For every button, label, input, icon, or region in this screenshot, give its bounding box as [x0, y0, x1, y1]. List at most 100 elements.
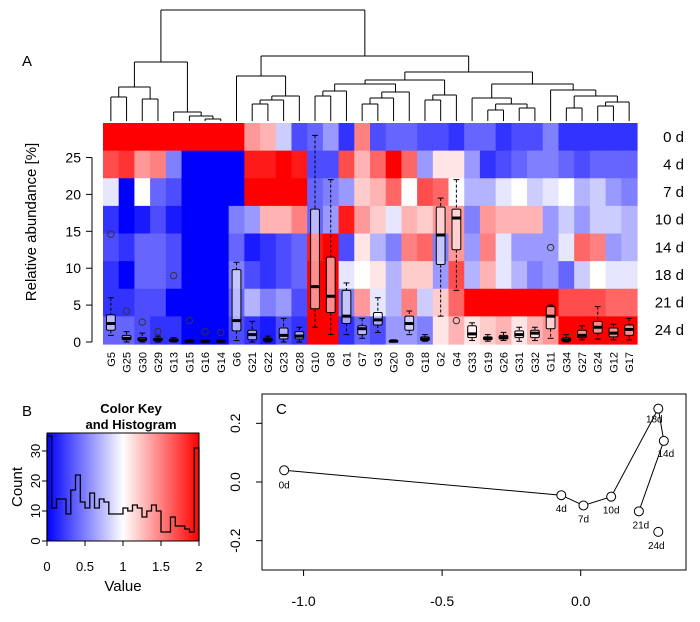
- column-label: G28: [294, 352, 306, 373]
- row-label: 0 d: [663, 129, 684, 146]
- heatmap-cell: [511, 178, 528, 207]
- heatmap-cell: [417, 288, 434, 317]
- heatmap-cell: [354, 123, 371, 152]
- column-label: G14: [216, 352, 228, 373]
- heatmap-cell: [307, 150, 324, 179]
- row-label: 24 d: [655, 322, 684, 339]
- x-tick-label: 0.0: [571, 593, 591, 609]
- heatmap-cell: [401, 150, 418, 179]
- heatmap-cell: [495, 288, 512, 317]
- heatmap-cell: [417, 150, 434, 179]
- heatmap-cell: [479, 123, 497, 152]
- boxplot-G15: [184, 316, 195, 343]
- heatmap-cell: [574, 205, 591, 235]
- heatmap-cell: [370, 205, 387, 235]
- heatmap-cell: [197, 288, 214, 317]
- heatmap-cell: [527, 178, 544, 207]
- heatmap-cell: [464, 233, 481, 262]
- heatmap-cell: [150, 261, 167, 290]
- heatmap-cell: [197, 123, 214, 152]
- heatmap-cell: [134, 150, 151, 179]
- row-label: 21 d: [655, 295, 684, 312]
- heatmap-cell: [511, 261, 528, 290]
- heatmap-cell: [574, 178, 591, 207]
- heatmap-cell: [291, 150, 308, 179]
- y-tick-label: 10: [28, 504, 43, 518]
- heatmap-cell: [291, 205, 308, 235]
- heatmap-cell: [605, 261, 622, 290]
- heatmap-cell: [432, 288, 450, 317]
- heatmap-cell: [385, 178, 403, 207]
- heatmap-cell: [370, 178, 387, 207]
- heatmap-cell: [150, 178, 167, 207]
- heatmap-cell: [212, 123, 230, 152]
- heatmap-cell: [479, 178, 497, 207]
- boxplot-G12: [608, 323, 619, 341]
- boxplot-outlier: [546, 243, 555, 252]
- boxplot-outlier: [138, 318, 146, 326]
- heatmap-cell: [401, 123, 418, 152]
- histogram-step-line: [46, 435, 200, 541]
- heatmap-cell: [464, 123, 481, 152]
- y-tick-label: 0.2: [227, 413, 243, 433]
- y-tick-label: 20: [28, 474, 43, 488]
- boxplot-G32: [530, 326, 540, 342]
- boxplot-box: [231, 269, 242, 332]
- column-label: G21: [247, 352, 259, 373]
- point-24d: [653, 526, 664, 537]
- boxplot-G34: [561, 334, 572, 343]
- row-label: 4 d: [663, 156, 684, 173]
- boxplot-outlier: [452, 316, 461, 325]
- heatmap-cell: [103, 205, 120, 235]
- boxplot-G30: [137, 318, 148, 343]
- heatmap-cell: [370, 123, 387, 152]
- heatmap-cell: [275, 288, 293, 317]
- heatmap-cell: [197, 205, 214, 235]
- column-dendrogram: [110, 9, 630, 121]
- boxplot-G9: [404, 310, 415, 336]
- heatmap-cell: [464, 205, 481, 235]
- heatmap-cell: [605, 233, 622, 262]
- x-tick-label: 0.5: [76, 559, 94, 574]
- heatmap-cell: [605, 205, 622, 235]
- heatmap-cell: [448, 150, 465, 179]
- column-label: G24: [593, 352, 605, 373]
- heatmap-cell: [228, 233, 245, 262]
- boxplot-box: [310, 208, 320, 310]
- boxplot-outlier: [217, 328, 225, 337]
- heatmap-cell: [165, 205, 183, 235]
- heatmap-cell: [589, 178, 607, 207]
- heatmap-cell: [275, 178, 293, 207]
- heatmap-cell: [527, 233, 544, 262]
- heatmap-cell: [134, 123, 151, 152]
- heatmap-cell: [621, 205, 638, 235]
- heatmap-cell: [150, 288, 167, 317]
- heatmap-cell: [118, 178, 136, 207]
- heatmap-cell: [260, 316, 277, 345]
- heatmap-cell: [103, 150, 120, 179]
- point-label: 7d: [578, 514, 589, 525]
- heatmap-cell: [228, 205, 245, 235]
- row-label: 18 d: [655, 267, 684, 284]
- heatmap-cell: [574, 288, 591, 317]
- heatmap-cell: [495, 233, 512, 262]
- heatmap-cell: [605, 150, 622, 179]
- heatmap-cell: [558, 205, 575, 235]
- heatmap-cell: [150, 150, 167, 179]
- heatmap-cell: [291, 233, 308, 262]
- heatmap-cell: [322, 150, 340, 179]
- color-key-y-label: Count: [9, 466, 26, 507]
- heatmap-cell: [527, 150, 544, 179]
- boxplot-G27: [577, 325, 587, 341]
- y-tick-label: 25: [65, 150, 81, 166]
- heatmap-cell: [212, 261, 230, 290]
- boxplot-outlier: [107, 230, 115, 238]
- heatmap-cell: [197, 316, 214, 345]
- column-label: G18: [420, 352, 432, 373]
- heatmap-cell: [417, 261, 434, 290]
- boxplot-G25: [121, 307, 132, 343]
- heatmap-cell: [479, 233, 497, 262]
- heatmap-cell: [354, 178, 371, 207]
- heatmap-cell: [260, 205, 277, 235]
- heatmap-cell: [103, 261, 120, 290]
